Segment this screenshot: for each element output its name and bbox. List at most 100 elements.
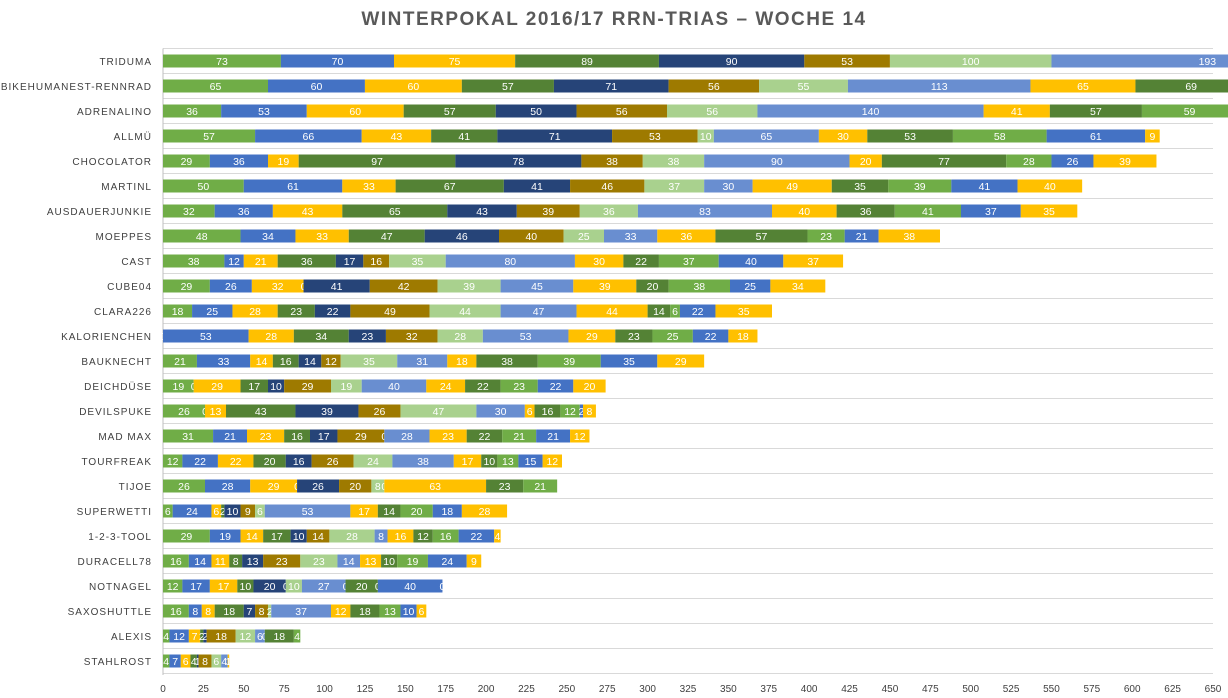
bar-segment xyxy=(667,104,758,118)
segment-value-label: 90 xyxy=(726,56,738,68)
segment-value-label: 53 xyxy=(258,106,270,118)
segment-value-label: 41 xyxy=(1011,106,1023,118)
segment-value-label: 20 xyxy=(264,581,276,593)
bar-segment xyxy=(285,579,302,593)
segment-value-label: 29 xyxy=(211,381,223,393)
x-tick-label: 300 xyxy=(639,684,656,695)
bar-segment xyxy=(172,504,212,518)
segment-value-label: 78 xyxy=(513,156,525,168)
x-tick-label: 25 xyxy=(198,684,210,695)
segment-value-label: 37 xyxy=(683,256,695,268)
segment-value-label: 6 xyxy=(213,656,219,668)
segment-value-label: 71 xyxy=(549,131,561,143)
bar-segment xyxy=(163,629,170,643)
segment-value-label: 38 xyxy=(417,456,429,468)
bar-segment xyxy=(255,504,265,518)
segment-value-label: 59 xyxy=(1184,106,1196,118)
segment-value-label: 73 xyxy=(216,56,228,68)
bar-segment xyxy=(298,354,322,368)
segment-value-label: 28 xyxy=(454,331,466,343)
bar-segment xyxy=(206,629,236,643)
bar-segment xyxy=(226,404,296,418)
bar-segment xyxy=(534,404,561,418)
segment-value-label: 16 xyxy=(370,256,382,268)
segment-value-label: 23 xyxy=(313,556,325,568)
bar-segment xyxy=(348,229,425,243)
bar-segment xyxy=(715,304,772,318)
bar-segment xyxy=(290,529,307,543)
bar-segment xyxy=(297,479,340,493)
segment-value-label: 39 xyxy=(1119,156,1131,168)
segment-value-label: 53 xyxy=(200,331,212,343)
segment-value-label: 39 xyxy=(914,181,926,193)
bar-segment xyxy=(715,229,808,243)
bar-segment xyxy=(329,529,375,543)
bar-segment xyxy=(652,329,693,343)
segment-value-label: 23 xyxy=(442,431,454,443)
segment-value-label: 33 xyxy=(316,231,328,243)
bar-segment xyxy=(481,454,498,468)
bar-segment xyxy=(730,279,771,293)
bar-segment xyxy=(579,404,583,418)
segment-value-label: 57 xyxy=(1090,106,1102,118)
segment-value-label: 113 xyxy=(931,81,948,93)
bar-segment xyxy=(221,654,228,668)
segment-value-label: 22 xyxy=(477,381,489,393)
segment-value-label: 19 xyxy=(407,556,419,568)
bar-row: BIKEHUMANEST-RENNRAD 65 60 60 57 71 56 55 113 65 6… xyxy=(1,79,1228,93)
bar-segment xyxy=(163,604,189,618)
segment-value-label: 20 xyxy=(264,456,276,468)
segment-value-label: 33 xyxy=(625,231,637,243)
segment-value-label: 77 xyxy=(938,156,950,168)
bar-segment xyxy=(604,229,658,243)
segment-value-label: 66 xyxy=(303,131,315,143)
segment-value-label: 56 xyxy=(616,106,628,118)
segment-value-label: 32 xyxy=(272,281,284,293)
segment-value-label: 29 xyxy=(586,331,598,343)
bar-segment xyxy=(264,504,351,518)
segment-value-label: 40 xyxy=(745,256,757,268)
bar-segment xyxy=(295,404,359,418)
segment-value-label: 14 xyxy=(383,506,395,518)
segment-value-label: 37 xyxy=(295,606,307,618)
category-label: DURACELL78 xyxy=(78,557,152,568)
category-label: 1-2-3-TOOL xyxy=(88,532,152,543)
segment-value-label: 36 xyxy=(860,206,872,218)
segment-value-label: 89 xyxy=(581,56,593,68)
segment-value-label: 19 xyxy=(341,381,353,393)
segment-value-label: 8 xyxy=(259,606,265,618)
bar-segment xyxy=(542,454,562,468)
segment-value-label: 140 xyxy=(862,106,880,118)
bar-segment xyxy=(952,129,1047,143)
bar-segment xyxy=(248,329,294,343)
segment-value-label: 40 xyxy=(404,581,416,593)
bar-segment xyxy=(600,354,658,368)
segment-value-label: 12 xyxy=(335,606,347,618)
bar-row: MOEPPES 48 34 33 47 46 40 25 33 36 57 23 21 38 xyxy=(96,229,940,243)
bar-segment xyxy=(284,379,331,393)
bar-segment xyxy=(704,179,753,193)
segment-value-label: 57 xyxy=(502,81,514,93)
bar-segment xyxy=(350,304,430,318)
segment-value-label: 23 xyxy=(276,556,288,568)
bar-segment xyxy=(163,79,268,93)
bar-segment xyxy=(361,379,427,393)
segment-value-label: 47 xyxy=(433,406,445,418)
segment-value-label: 6 xyxy=(419,606,425,618)
segment-value-label: 36 xyxy=(238,206,250,218)
segment-value-label: 19 xyxy=(173,381,185,393)
segment-value-label: 17 xyxy=(190,581,202,593)
bar-segment xyxy=(466,554,482,568)
segment-value-label: 13 xyxy=(210,406,222,418)
bar-segment xyxy=(284,429,310,443)
segment-value-label: 8 xyxy=(233,556,239,568)
segment-value-label: 4 xyxy=(163,631,169,643)
bar-segment xyxy=(311,454,354,468)
bar-segment xyxy=(516,204,580,218)
bar-segment xyxy=(497,454,519,468)
bar-segment xyxy=(804,54,890,68)
segment-value-label: 43 xyxy=(476,206,488,218)
x-tick-label: 325 xyxy=(680,684,697,695)
segment-value-label: 12 xyxy=(564,406,576,418)
bar-segment xyxy=(205,404,226,418)
